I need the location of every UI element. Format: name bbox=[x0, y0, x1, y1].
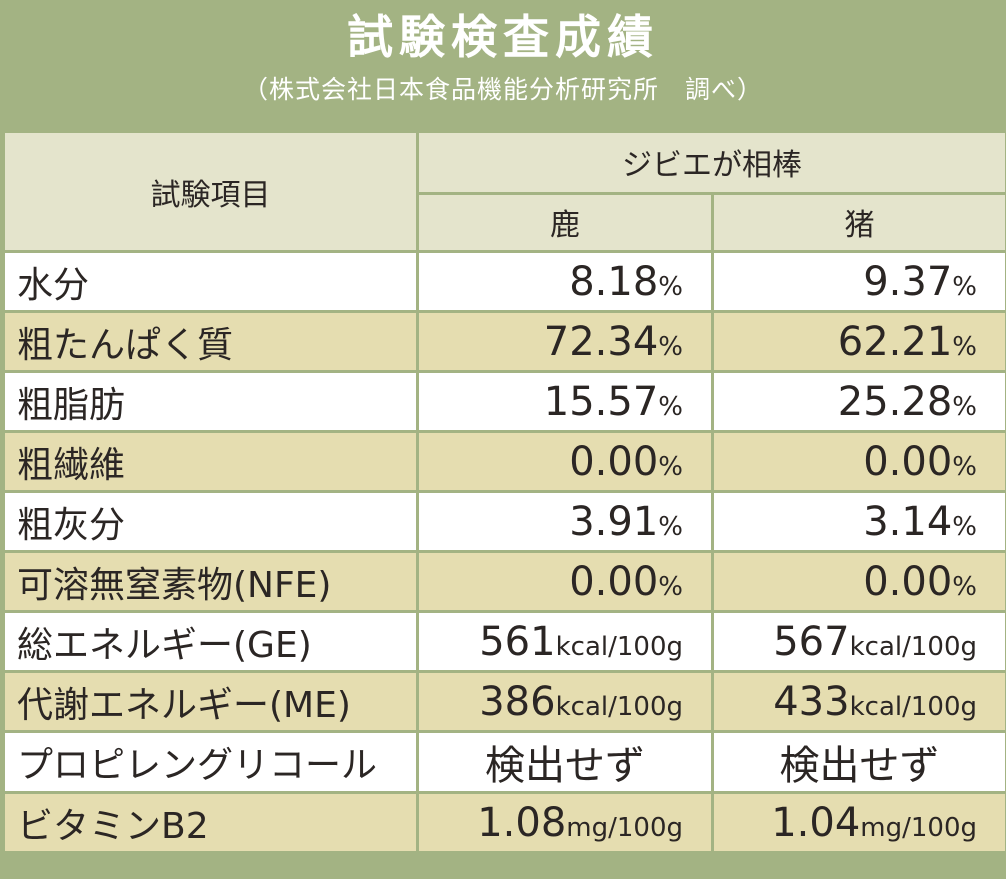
value-deer: 8.18% bbox=[416, 250, 714, 313]
value-boar: 567kcal/100g bbox=[711, 610, 1006, 673]
table-row: ビタミンB2 1.08mg/100g 1.04mg/100g bbox=[2, 791, 1006, 854]
value-boar: 62.21% bbox=[711, 310, 1006, 373]
table-row: 粗灰分 3.91% 3.14% bbox=[2, 490, 1006, 553]
table-row: 粗たんぱく質 72.34% 62.21% bbox=[2, 310, 1006, 373]
row-item: 粗繊維 bbox=[2, 430, 419, 493]
row-item: 粗脂肪 bbox=[2, 370, 419, 433]
table-row: 粗脂肪 15.57% 25.28% bbox=[2, 370, 1006, 433]
value-boar: 3.14% bbox=[711, 490, 1006, 553]
value-deer: 72.34% bbox=[416, 310, 714, 373]
value-boar: 0.00% bbox=[711, 550, 1006, 613]
row-item: 可溶無窒素物(NFE) bbox=[2, 550, 419, 613]
page-subtitle: （株式会社日本食品機能分析研究所 調べ） bbox=[242, 75, 763, 104]
value-deer: 15.57% bbox=[416, 370, 714, 433]
value-deer: 386kcal/100g bbox=[416, 670, 714, 733]
row-item: ビタミンB2 bbox=[2, 791, 419, 854]
value-deer: 0.00% bbox=[416, 550, 714, 613]
value-deer: 検出せず bbox=[416, 730, 714, 794]
value-deer: 1.08mg/100g bbox=[416, 791, 714, 854]
group-header: ジビエが相棒 bbox=[416, 130, 1006, 195]
header: 試験検査成績 （株式会社日本食品機能分析研究所 調べ） bbox=[0, 0, 1006, 130]
row-item: 水分 bbox=[2, 250, 419, 313]
value-boar: 0.00% bbox=[711, 430, 1006, 493]
page-title: 試験検査成績 bbox=[347, 10, 659, 64]
value-boar: 1.04mg/100g bbox=[711, 791, 1006, 854]
value-boar: 25.28% bbox=[711, 370, 1006, 433]
row-item: 代謝エネルギー(ME) bbox=[2, 670, 419, 733]
value-deer: 3.91% bbox=[416, 490, 714, 553]
item-column-header: 試験項目 bbox=[2, 130, 419, 253]
value-deer: 561kcal/100g bbox=[416, 610, 714, 673]
value-boar: 9.37% bbox=[711, 250, 1006, 313]
table-row: 粗繊維 0.00% 0.00% bbox=[2, 430, 1006, 493]
value-boar: 433kcal/100g bbox=[711, 670, 1006, 733]
table-row: 可溶無窒素物(NFE) 0.00% 0.00% bbox=[2, 550, 1006, 613]
table-row: プロピレングリコール 検出せず 検出せず bbox=[2, 730, 1006, 794]
value-deer: 0.00% bbox=[416, 430, 714, 493]
row-item: 総エネルギー(GE) bbox=[2, 610, 419, 673]
column-header-boar: 猪 bbox=[711, 191, 1006, 254]
row-item: 粗灰分 bbox=[2, 490, 419, 553]
table-row: 総エネルギー(GE) 561kcal/100g 567kcal/100g bbox=[2, 610, 1006, 673]
row-item: プロピレングリコール bbox=[2, 730, 419, 794]
row-item: 粗たんぱく質 bbox=[2, 310, 419, 373]
table-row: 水分 8.18% 9.37% bbox=[2, 250, 1006, 313]
results-table: 試験項目 ジビエが相棒 鹿 猪 水分 8.18% 9.37% 粗たんぱく質 72… bbox=[2, 130, 1006, 854]
column-header-deer: 鹿 bbox=[416, 191, 714, 254]
table-row: 代謝エネルギー(ME) 386kcal/100g 433kcal/100g bbox=[2, 670, 1006, 733]
value-boar: 検出せず bbox=[711, 730, 1006, 794]
